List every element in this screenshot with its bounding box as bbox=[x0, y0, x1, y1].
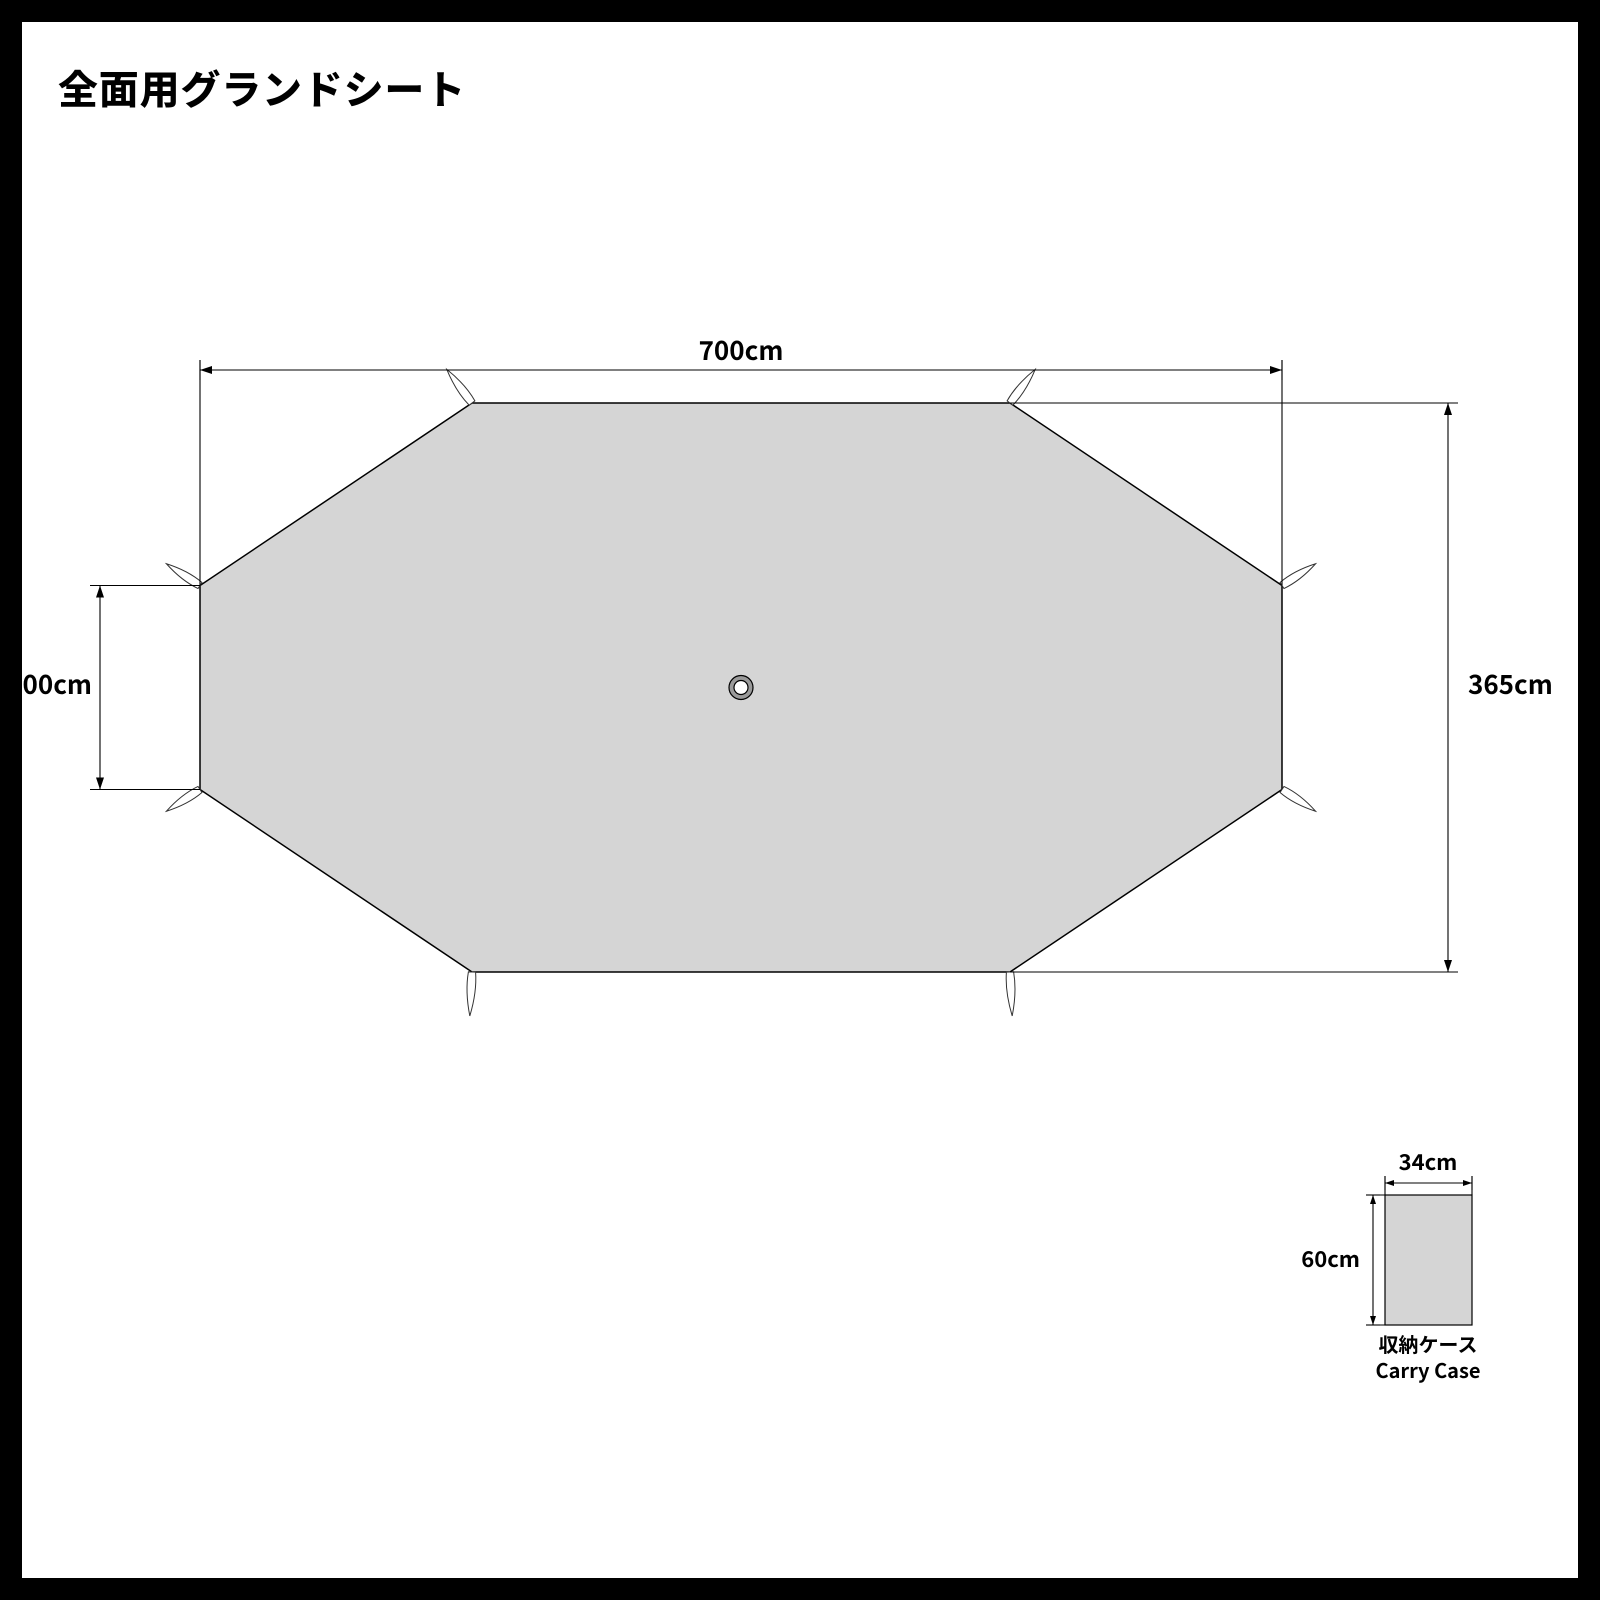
outer-frame bbox=[0, 0, 1600, 1600]
page-title: 全面用グランドシート bbox=[58, 58, 466, 116]
